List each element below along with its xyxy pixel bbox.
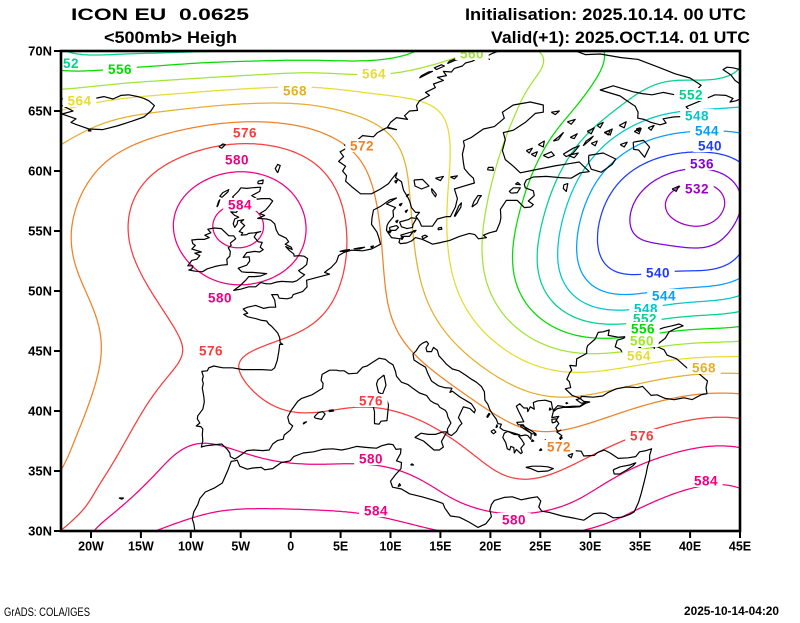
svg-text:5W: 5W xyxy=(231,540,250,554)
svg-text:556: 556 xyxy=(631,322,655,337)
svg-text:580: 580 xyxy=(208,291,232,306)
svg-text:564: 564 xyxy=(362,67,386,82)
svg-text:50N: 50N xyxy=(28,284,52,299)
svg-text:ICON EU 0.0625: ICON EU 0.0625 xyxy=(71,6,249,24)
svg-text:60N: 60N xyxy=(28,164,52,179)
svg-text:30N: 30N xyxy=(28,524,52,539)
svg-text:10W: 10W xyxy=(178,540,204,554)
svg-text:544: 544 xyxy=(652,289,676,304)
svg-text:35N: 35N xyxy=(28,464,52,479)
svg-text:552: 552 xyxy=(679,88,703,103)
svg-text:540: 540 xyxy=(698,139,722,154)
svg-text:40E: 40E xyxy=(679,540,701,554)
svg-text:0: 0 xyxy=(287,540,294,554)
svg-text:45N: 45N xyxy=(28,344,52,359)
svg-text:532: 532 xyxy=(685,182,709,197)
svg-text:560: 560 xyxy=(630,334,654,349)
svg-text:572: 572 xyxy=(547,440,571,455)
svg-text:52: 52 xyxy=(63,56,79,71)
svg-text:576: 576 xyxy=(359,394,383,409)
svg-text:45E: 45E xyxy=(729,540,751,554)
svg-text:568: 568 xyxy=(283,84,307,99)
svg-text:540: 540 xyxy=(646,266,670,281)
svg-text:560: 560 xyxy=(460,47,484,62)
svg-text:564: 564 xyxy=(627,349,651,364)
svg-text:568: 568 xyxy=(692,361,716,376)
svg-text:5E: 5E xyxy=(333,540,348,554)
svg-text:<500mb> Heigh: <500mb> Heigh xyxy=(104,29,237,47)
svg-text:580: 580 xyxy=(502,513,526,528)
svg-text:548: 548 xyxy=(685,109,709,124)
svg-text:580: 580 xyxy=(225,153,249,168)
svg-text:544: 544 xyxy=(695,124,719,139)
svg-text:65N: 65N xyxy=(28,104,52,119)
svg-text:30E: 30E xyxy=(579,540,601,554)
svg-text:556: 556 xyxy=(108,62,132,77)
svg-text:584: 584 xyxy=(228,198,252,213)
svg-text:536: 536 xyxy=(690,157,714,172)
svg-text:2025-10-14-04:20: 2025-10-14-04:20 xyxy=(684,604,779,618)
svg-text:20W: 20W xyxy=(78,540,104,554)
svg-text:Valid(+1): 2025.OCT.14. 01 UTC: Valid(+1): 2025.OCT.14. 01 UTC xyxy=(491,29,750,47)
svg-text:576: 576 xyxy=(199,344,223,359)
svg-text:55N: 55N xyxy=(28,224,52,239)
svg-text:15E: 15E xyxy=(429,540,451,554)
svg-text:584: 584 xyxy=(364,504,388,519)
svg-text:20E: 20E xyxy=(479,540,501,554)
svg-text:GrADS: COLA/IGES: GrADS: COLA/IGES xyxy=(4,607,90,618)
svg-text:572: 572 xyxy=(350,139,374,154)
svg-text:584: 584 xyxy=(694,474,718,489)
svg-text:580: 580 xyxy=(359,452,383,467)
svg-text:35E: 35E xyxy=(629,540,651,554)
svg-text:564: 564 xyxy=(67,94,91,109)
svg-text:576: 576 xyxy=(233,126,257,141)
svg-text:576: 576 xyxy=(630,429,654,444)
svg-text:25E: 25E xyxy=(529,540,551,554)
svg-text:70N: 70N xyxy=(28,44,52,59)
svg-text:Initialisation: 2025.10.14. 00: Initialisation: 2025.10.14. 00 UTC xyxy=(465,6,746,24)
svg-text:15W: 15W xyxy=(128,540,154,554)
svg-text:40N: 40N xyxy=(28,404,52,419)
svg-text:10E: 10E xyxy=(379,540,401,554)
